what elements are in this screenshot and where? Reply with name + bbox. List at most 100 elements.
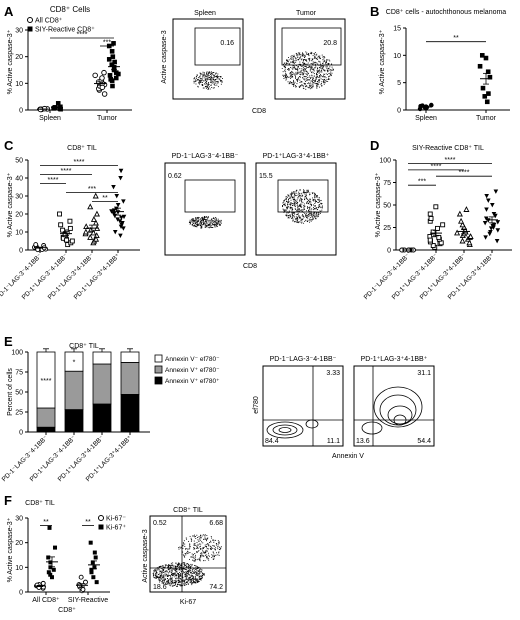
flow-dot (207, 556, 209, 558)
flow-dot (302, 62, 304, 64)
y-tick-label: 10 (15, 81, 23, 88)
flow-dot (189, 222, 191, 224)
flow-dot (320, 203, 322, 205)
flow-dot (294, 73, 296, 75)
flow-dot (207, 78, 209, 80)
flow-dot (184, 563, 186, 565)
flow-dot (202, 87, 204, 89)
flow-dot (217, 222, 219, 224)
flow-dot (310, 82, 312, 84)
flow-dot (285, 62, 287, 64)
flow-dot (305, 69, 306, 71)
flow-dot (199, 572, 201, 574)
flow-dot (298, 222, 299, 224)
data-point (64, 237, 70, 243)
flow-dot (156, 569, 158, 571)
flow-dot (167, 579, 169, 581)
flow-dot (307, 191, 309, 193)
flow-dot (177, 563, 179, 565)
flow-dot (323, 73, 325, 75)
flow-dot (196, 578, 198, 580)
flow-dot (205, 224, 207, 226)
data-point (111, 212, 117, 217)
flow-dot (299, 79, 301, 81)
flow-dot (201, 571, 203, 573)
flow-dot (326, 59, 328, 61)
flow-dot (217, 543, 219, 545)
flow-dot (183, 580, 185, 582)
flow-dot (176, 568, 178, 570)
flow-dot (317, 57, 319, 59)
flow-dot (199, 82, 201, 84)
flow-dot (329, 60, 331, 62)
flow-dot (189, 221, 191, 223)
flow-dot (193, 78, 195, 80)
flow-dot (207, 71, 209, 73)
flow-gate-value: 20.8 (323, 40, 337, 47)
flow-dot (195, 83, 197, 85)
flow-dot (213, 82, 215, 84)
flow-dot (156, 576, 158, 578)
flow-dot (187, 582, 189, 584)
flow-dot (303, 222, 305, 224)
flow-dot (185, 548, 187, 550)
flow-dot (182, 585, 183, 587)
flow-dot (207, 85, 209, 87)
flow-dot (194, 218, 196, 220)
flow-dot (296, 202, 298, 204)
flow-dot (293, 196, 295, 198)
flow-dot (317, 77, 319, 78)
flow-dot (294, 192, 296, 194)
flow-dot (172, 562, 174, 564)
flow-dot (191, 218, 193, 220)
flow-dot (208, 558, 210, 560)
flow-dot (315, 208, 317, 210)
flow-dot (293, 203, 295, 205)
flow-dot (299, 61, 301, 63)
flow-dot (291, 197, 293, 199)
flow-dot (187, 553, 189, 555)
flow-dot (199, 546, 201, 548)
flow-dot (201, 576, 203, 578)
flow-dot (203, 573, 205, 575)
flow-dot (164, 573, 166, 575)
flow-dot (165, 565, 167, 567)
flow-dot (285, 207, 287, 209)
flow-dot (155, 575, 157, 577)
flow-dot (320, 202, 322, 204)
flow-dot (311, 205, 312, 207)
flow-dot (220, 80, 222, 82)
flow-dot (187, 563, 189, 565)
flow-dot (318, 212, 320, 214)
flow-gate-value: 0.62 (168, 173, 182, 180)
flow-dot (159, 575, 161, 577)
flow-dot (208, 77, 210, 78)
flow-dot (199, 578, 201, 580)
flow-dot (168, 564, 170, 566)
flow-dot (285, 79, 287, 81)
flow-dot (206, 73, 207, 75)
flow-dot (309, 217, 311, 219)
flow-dot (310, 209, 312, 211)
flow-dot (286, 201, 288, 203)
flow-dot (208, 71, 210, 73)
flow-dot (325, 77, 327, 79)
flow-dot (292, 198, 294, 200)
flow-dot (287, 202, 289, 204)
flow-dot (302, 67, 304, 69)
flow-dot (195, 217, 197, 219)
flow-dot (221, 81, 223, 83)
flow-dot (323, 64, 325, 66)
flow-dot (159, 575, 161, 577)
flow-dot (309, 86, 310, 88)
flow-dot (318, 199, 320, 201)
flow-dot (287, 217, 289, 219)
flow-dot (192, 222, 194, 224)
flow-dot (198, 82, 200, 84)
flow-dot (162, 579, 164, 581)
flow-dot (282, 202, 284, 204)
flow-dot (208, 72, 210, 74)
panel-e-title: CD8⁺ TIL (69, 343, 99, 350)
flow-dot (213, 84, 215, 86)
flow-dot (191, 574, 193, 576)
